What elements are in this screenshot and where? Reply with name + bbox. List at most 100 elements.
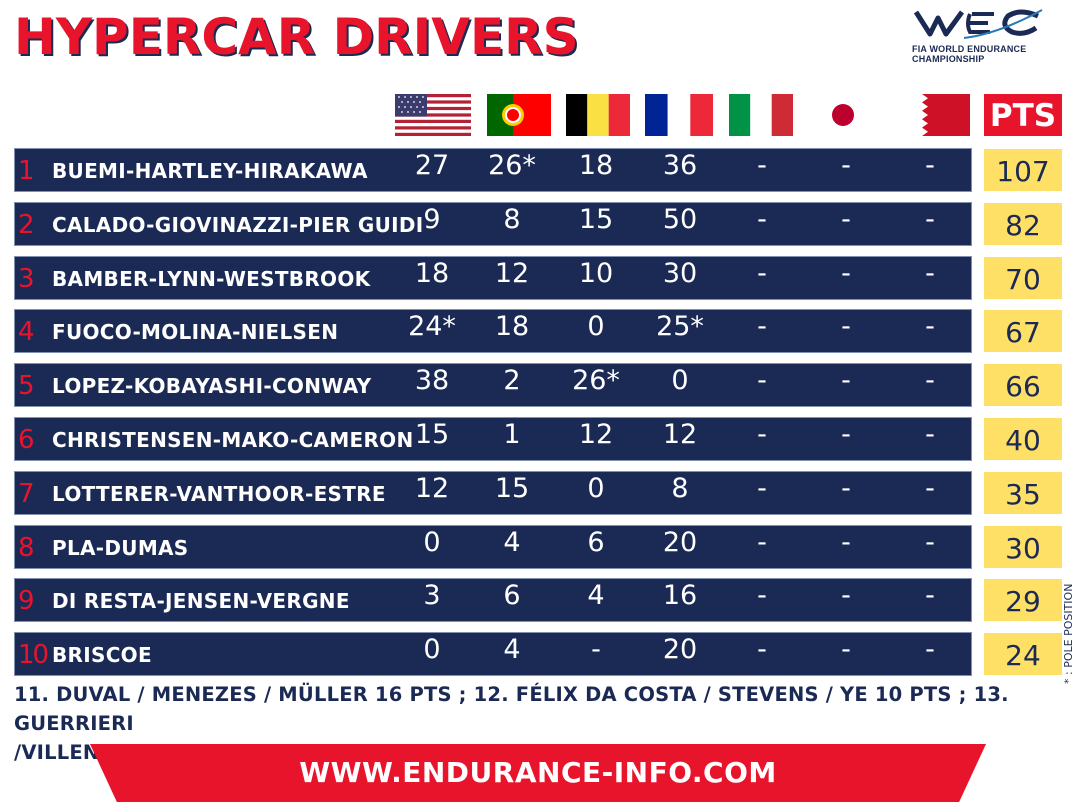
row-race-points: 0 (423, 634, 441, 665)
row-race-points: 1 (503, 419, 521, 450)
row-position: 9 (18, 586, 35, 616)
row-total-points: 30 (984, 526, 1062, 568)
row-race-points: - (925, 634, 935, 665)
row-race-points: - (757, 150, 767, 181)
row-position: 1 (18, 156, 35, 186)
row-driver-names: FUOCO-MOLINA-NIELSEN (52, 320, 339, 344)
row-race-points: - (925, 311, 935, 342)
row-total-points: 107 (984, 149, 1062, 191)
row-race-points: 30 (662, 258, 698, 289)
row-race-points: 15 (578, 204, 614, 235)
row-race-points: - (925, 473, 935, 504)
portugal-flag-icon (487, 94, 551, 136)
row-position: 5 (18, 371, 35, 401)
france-flag-icon (645, 94, 713, 136)
row-race-points: 4 (587, 580, 605, 611)
row-race-points: 0 (423, 527, 441, 558)
row-race-points: 20 (662, 527, 698, 558)
row-position: 3 (18, 264, 35, 294)
row-race-points: - (841, 419, 851, 450)
row-position: 10 (18, 640, 49, 670)
row-total-points: 40 (984, 418, 1062, 460)
usa-flag-icon (395, 94, 471, 136)
row-driver-names: BAMBER-LYNN-WESTBROOK (52, 267, 371, 291)
row-race-points: 18 (578, 150, 614, 181)
row-total-points: 35 (984, 472, 1062, 514)
row-race-points: - (841, 580, 851, 611)
bahrain-flag-icon (906, 94, 970, 136)
japan-flag-icon (811, 94, 875, 136)
row-race-points: 6 (503, 580, 521, 611)
row-race-points: - (757, 580, 767, 611)
row-race-points: 3 (423, 580, 441, 611)
row-race-points: - (841, 473, 851, 504)
row-race-points: - (757, 311, 767, 342)
table-row: 2 CALADO-GIOVINAZZI-PIER GUIDI 9 8 15 50 - - - (14, 202, 972, 246)
row-race-points: 4 (503, 527, 521, 558)
row-race-points: 24* (408, 311, 456, 342)
table-row: 7 LOTTERER-VANTHOOR-ESTRE 12 15 0 8 - - - (14, 471, 972, 515)
row-race-points: 12 (662, 419, 698, 450)
row-total-points: 82 (984, 203, 1062, 245)
points-column-header: PTS (984, 94, 1062, 136)
row-race-points: - (757, 365, 767, 396)
table-row: 4 FUOCO-MOLINA-NIELSEN 24* 18 0 25* - - - (14, 309, 972, 353)
row-total-points: 24 (984, 633, 1062, 675)
row-race-points: - (925, 527, 935, 558)
row-driver-names: PLA-DUMAS (52, 536, 189, 560)
row-driver-names: BUEMI-HARTLEY-HIRAKAWA (52, 159, 368, 183)
row-race-points: 15 (414, 419, 450, 450)
row-race-points: 50 (662, 204, 698, 235)
row-driver-names: LOTTERER-VANTHOOR-ESTRE (52, 482, 386, 506)
row-race-points: 10 (578, 258, 614, 289)
row-race-points: - (841, 150, 851, 181)
row-race-points: 4 (503, 634, 521, 665)
row-driver-names: BRISCOE (52, 643, 152, 667)
row-race-points: - (841, 365, 851, 396)
table-row: 5 LOPEZ-KOBAYASHI-CONWAY 38 2 26* 0 - - - (14, 363, 972, 407)
row-race-points: - (757, 258, 767, 289)
row-position: 2 (18, 210, 35, 240)
row-position: 7 (18, 479, 35, 509)
wec-logo: FIA WORLD ENDURANCE CHAMPIONSHIP (908, 4, 1058, 64)
row-position: 8 (18, 533, 35, 563)
wec-logo-mark (913, 9, 1043, 39)
table-row: 8 PLA-DUMAS 0 4 6 20 - - - (14, 525, 972, 569)
row-race-points: 20 (662, 634, 698, 665)
row-race-points: - (841, 527, 851, 558)
page-title: HYPERCAR DRIVERS (14, 8, 579, 66)
row-race-points: 36 (662, 150, 698, 181)
table-row: 6 CHRISTENSEN-MAKO-CAMERON 15 1 12 12 - - - (14, 417, 972, 461)
row-race-points: - (841, 634, 851, 665)
footer-banner: WWW.ENDURANCE-INFO.COM (90, 744, 986, 802)
row-race-points: 0 (671, 365, 689, 396)
row-race-points: - (841, 311, 851, 342)
row-race-points: - (757, 527, 767, 558)
row-race-points: - (757, 634, 767, 665)
logo-line1: FIA WORLD ENDURANCE (912, 44, 1027, 54)
row-race-points: 15 (494, 473, 530, 504)
row-position: 6 (18, 425, 35, 455)
row-race-points: - (925, 365, 935, 396)
belgium-flag-icon (566, 94, 630, 136)
row-race-points: - (757, 473, 767, 504)
row-race-points: 18 (494, 311, 530, 342)
italy-flag-icon (729, 94, 793, 136)
table-row: 10 BRISCOE 0 4 - 20 - - - (14, 632, 972, 676)
row-race-points: 38 (414, 365, 450, 396)
row-race-points: - (841, 204, 851, 235)
row-race-points: 25* (656, 311, 704, 342)
row-race-points: 6 (587, 527, 605, 558)
row-race-points: 12 (494, 258, 530, 289)
row-race-points: - (757, 419, 767, 450)
row-race-points: 8 (671, 473, 689, 504)
row-total-points: 70 (984, 257, 1062, 299)
row-total-points: 66 (984, 364, 1062, 406)
row-driver-names: CHRISTENSEN-MAKO-CAMERON (52, 428, 414, 452)
row-driver-names: DI RESTA-JENSEN-VERGNE (52, 589, 350, 613)
row-race-points: - (925, 258, 935, 289)
row-position: 4 (18, 317, 35, 347)
row-race-points: 12 (578, 419, 614, 450)
footnote-line1: 11. DUVAL / MENEZES / MÜLLER 16 PTS ; 12… (14, 683, 1009, 735)
table-row: 3 BAMBER-LYNN-WESTBROOK 18 12 10 30 - - - (14, 256, 972, 300)
